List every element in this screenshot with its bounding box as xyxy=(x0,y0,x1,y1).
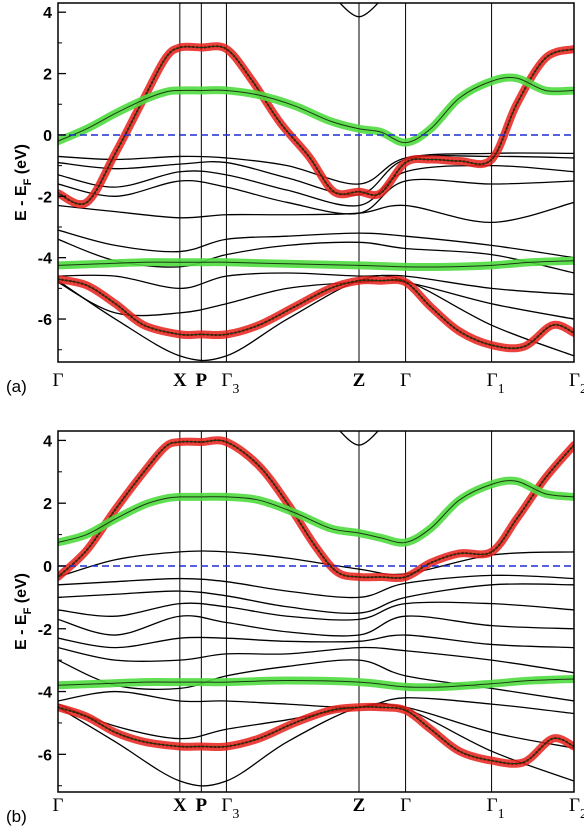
y-axis-label: E - EF (eV) xyxy=(13,144,34,221)
band-line xyxy=(58,77,574,144)
y-axis-label: E - EF (eV) xyxy=(13,573,34,650)
panel-b: 4 2 0 -2 -4 -6 E - EF (eV) Γ X P Γ3 Z Γ Γ1 Γ2 (b) xyxy=(6,430,584,826)
y-tick-label: 0 xyxy=(43,559,52,576)
plot-frame xyxy=(57,2,575,363)
kpoint-label: P xyxy=(196,795,208,816)
panel-a: 4 2 0 -2 -4 -6 E - EF (eV) Γ X P Γ3 Z Γ Γ1 Γ2 (a) xyxy=(6,2,584,397)
fat-band-red xyxy=(58,42,574,209)
y-tick-label: -6 xyxy=(38,747,52,764)
plot-area xyxy=(58,431,574,792)
band-line xyxy=(58,678,574,688)
fat-band-green xyxy=(58,476,574,547)
band-line xyxy=(58,260,574,268)
band-line xyxy=(58,229,574,259)
band-line xyxy=(58,583,574,615)
band-line xyxy=(58,45,574,205)
band-line xyxy=(58,274,574,362)
y-tick-label: 4 xyxy=(43,433,52,450)
band-line xyxy=(58,706,574,765)
band-line xyxy=(58,178,574,215)
kpoint-label: X xyxy=(173,795,187,816)
kpoint-label: Z xyxy=(353,370,366,391)
kpoint-label: Γ xyxy=(400,795,411,816)
band-line xyxy=(58,201,574,224)
kpoint-label: X xyxy=(173,370,187,391)
kpoint-label: Γ xyxy=(400,370,411,391)
kpoint-label: P xyxy=(196,370,208,391)
kpoint-label: Γ xyxy=(53,795,64,816)
y-tick-label: 4 xyxy=(43,5,52,22)
plot-area xyxy=(58,3,574,362)
band-line xyxy=(58,601,574,621)
panel-tag: (a) xyxy=(6,377,27,396)
y-tick-label: -6 xyxy=(38,312,52,329)
band-line xyxy=(339,3,379,18)
kpoint-label: Z xyxy=(353,795,366,816)
band-line xyxy=(58,574,574,599)
kpoint-label: Γ3 xyxy=(221,370,239,397)
y-tick-label: 2 xyxy=(43,496,52,513)
band-line xyxy=(58,439,574,579)
band-line xyxy=(58,702,574,787)
band-line xyxy=(339,431,379,446)
band-line xyxy=(58,272,574,296)
y-tick-label: -2 xyxy=(38,189,52,206)
y-tick-label: 2 xyxy=(43,67,52,84)
band-line xyxy=(58,690,574,715)
kpoint-label: Γ xyxy=(53,370,64,391)
band-line xyxy=(58,634,574,649)
band-line xyxy=(58,152,574,185)
band-line xyxy=(58,480,574,544)
kpoint-label: Γ1 xyxy=(487,795,505,822)
fat-band-red-circles xyxy=(58,45,574,206)
band-line xyxy=(58,278,574,349)
kpoint-label: Γ2 xyxy=(569,370,584,397)
y-tick-label: -4 xyxy=(38,251,52,268)
kpoint-label: Γ2 xyxy=(569,795,584,822)
y-tick-label: -4 xyxy=(38,685,52,702)
band-line xyxy=(58,550,574,578)
kpoint-label: Γ1 xyxy=(487,370,505,397)
band-line xyxy=(58,154,574,196)
band-line xyxy=(58,646,574,674)
y-tick-label: -2 xyxy=(38,622,52,639)
y-tick-label: 0 xyxy=(43,128,52,145)
band-line xyxy=(58,615,574,637)
fat-band-green xyxy=(58,256,574,272)
kpoint-label: Γ3 xyxy=(221,795,239,822)
panel-tag: (b) xyxy=(6,807,27,826)
plot-frame xyxy=(57,430,575,793)
